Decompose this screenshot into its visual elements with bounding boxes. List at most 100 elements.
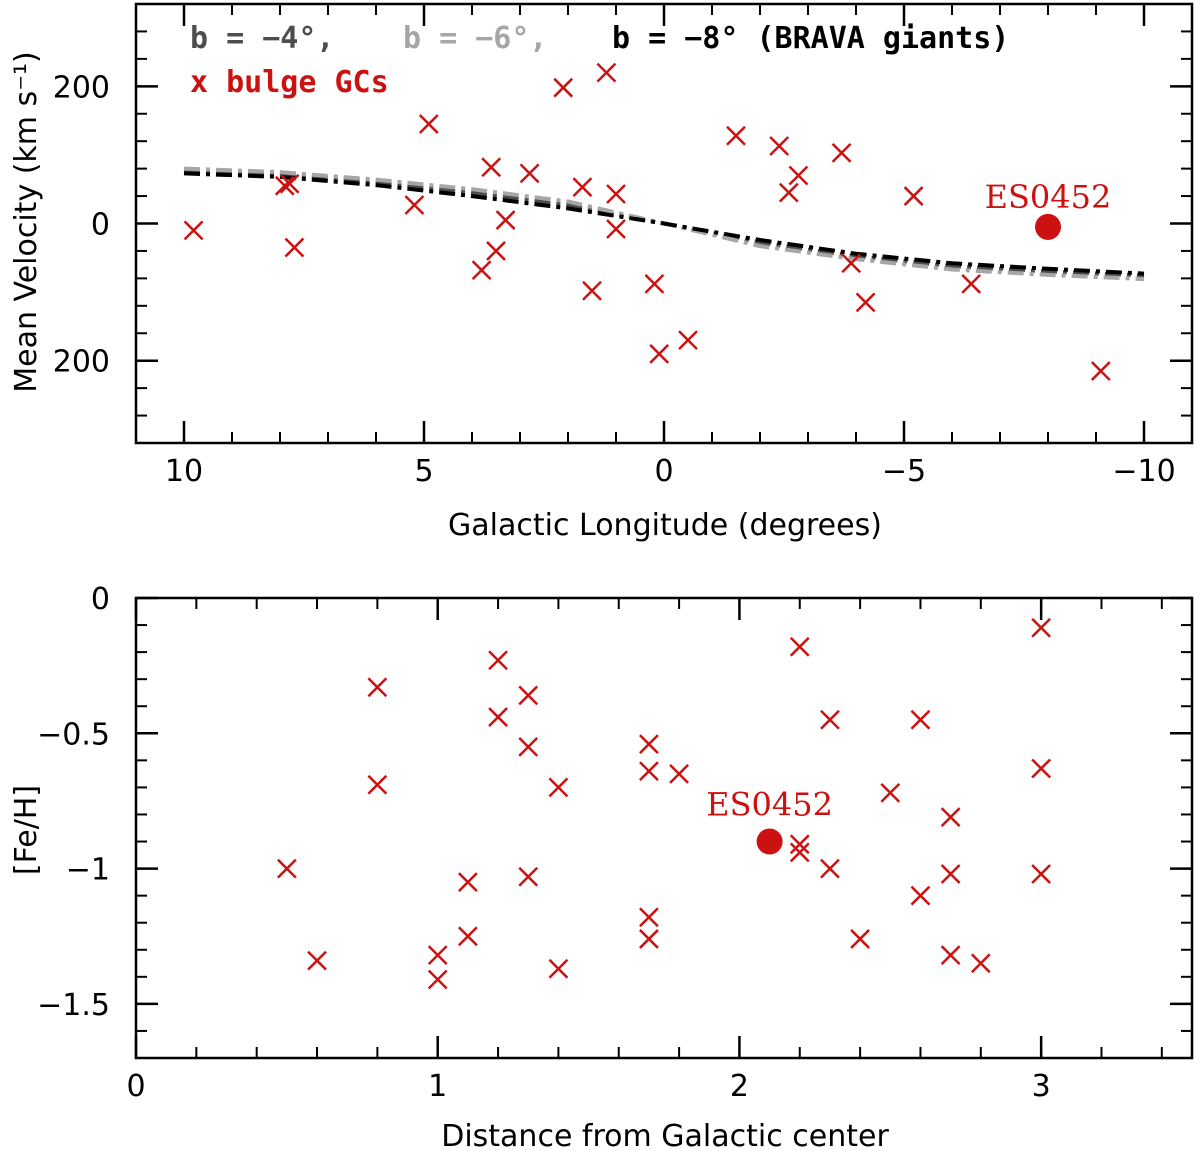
velocity-panel: 10 5 0 −5 −10 200 0 200 ES0452 Galactic Longitu… (9, 2, 1194, 543)
gc-marker (582, 280, 602, 301)
x-tick-label: −10 (1112, 454, 1175, 489)
legend-entry-b4: b = −4°, (190, 21, 335, 56)
metallicity-axis-ticks (134, 596, 1192, 1059)
gc-marker (458, 872, 478, 893)
gc-marker (404, 195, 425, 215)
series-line (183, 171, 1145, 276)
gc-marker (596, 62, 617, 83)
gc-marker (678, 330, 698, 350)
gc-marker (488, 707, 508, 727)
gc-marker (961, 273, 982, 294)
gc-marker (307, 950, 327, 971)
gc-marker (880, 782, 901, 803)
gc-marker (367, 774, 388, 795)
gc-marker (726, 125, 746, 146)
gc-marker (820, 858, 840, 879)
gc-marker (606, 184, 626, 204)
y-tick-label: 0 (91, 582, 110, 617)
gc-marker (820, 709, 840, 730)
gc-marker (903, 186, 924, 206)
gc-marker (495, 210, 516, 230)
gc-marker (789, 636, 810, 657)
es0452-marker (756, 828, 783, 855)
gc-marker (769, 136, 790, 156)
gc-marker (1031, 617, 1052, 638)
y-tick-label: 200 (53, 345, 110, 380)
gc-marker (649, 343, 670, 364)
metallicity-x-axis-label: Distance from Galactic center (441, 1119, 889, 1151)
velocity-x-axis-label: Galactic Longitude (degrees) (448, 508, 882, 543)
x-tick-label: 1 (428, 1069, 447, 1104)
y-tick-label: 200 (53, 70, 110, 105)
gc-marker (1090, 361, 1111, 381)
velocity-y-axis-label: Mean Velocity (km s⁻¹) (9, 51, 44, 393)
gc-marker (1031, 758, 1052, 779)
velocity-tick-labels: 10 5 0 −5 −10 200 0 200 (53, 70, 1176, 489)
gc-marker (548, 958, 569, 979)
legend-entry-b6: b = −6°, (403, 21, 548, 56)
x-tick-label: −5 (882, 454, 926, 489)
gc-marker (1031, 864, 1052, 884)
gc-marker (471, 260, 492, 281)
gc-marker (639, 734, 659, 755)
gc-marker (572, 177, 593, 198)
x-tick-label: 10 (165, 454, 203, 489)
gc-marker (789, 842, 810, 863)
gc-marker (639, 907, 659, 928)
gc-marker (910, 885, 931, 906)
metallicity-y-axis-label: [Fe/H] (9, 785, 44, 875)
legend-entry-bulge-gcs: x bulge GCs (190, 65, 389, 100)
gc-marker (606, 219, 626, 239)
gc-marker (367, 677, 388, 698)
gc-marker (669, 763, 689, 784)
es0452-label: ES0452 (985, 178, 1112, 216)
gc-marker (518, 685, 539, 706)
gc-marker (639, 761, 659, 782)
y-tick-label: −0.5 (37, 717, 110, 752)
x-tick-label: 0 (126, 1069, 145, 1104)
gc-marker (644, 273, 665, 294)
gc-marker (639, 929, 659, 949)
gc-marker (418, 114, 439, 134)
y-tick-label: −1 (66, 853, 110, 888)
gc-marker (940, 807, 961, 828)
gc-marker (284, 237, 305, 258)
gc-marker (831, 142, 852, 163)
gc-marker (427, 969, 448, 990)
gc-marker (274, 175, 295, 196)
gc-marker (481, 157, 502, 178)
gc-marker (778, 182, 799, 203)
x-tick-label: 2 (730, 1069, 749, 1104)
y-tick-label: −1.5 (37, 988, 110, 1023)
es0452-marker (1035, 213, 1061, 240)
metallicity-plot-frame (134, 596, 1194, 1060)
metallicity-annotations: ES0452 (706, 786, 833, 824)
velocity-annotations: ES0452 (985, 178, 1112, 216)
x-tick-label: 5 (414, 454, 433, 489)
gc-marker (553, 77, 574, 98)
gc-marker (183, 220, 204, 241)
metallicity-panel: 0 1 2 3 0 −0.5 −1 −1.5 ES0452 Distance from Gal… (9, 582, 1194, 1151)
x-tick-label: 3 (1032, 1069, 1051, 1104)
gc-marker (970, 953, 991, 974)
velocity-axis-ticks (135, 3, 1193, 444)
gc-marker (279, 173, 300, 194)
y-tick-label: 0 (91, 208, 110, 243)
gc-marker (940, 864, 961, 884)
gc-marker (841, 253, 862, 274)
gc-marker (548, 777, 569, 798)
gc-marker (427, 945, 448, 966)
gc-marker (850, 929, 870, 949)
gc-marker (789, 834, 810, 855)
x-tick-label: 0 (654, 454, 673, 489)
legend-entry-b8: b = −8° (BRAVA giants) (612, 21, 1009, 56)
gc-marker (488, 650, 508, 671)
es0452-label: ES0452 (706, 786, 833, 824)
gc-marker (518, 736, 539, 757)
metallicity-tick-labels: 0 1 2 3 0 −0.5 −1 −1.5 (37, 582, 1051, 1104)
gc-marker (940, 945, 961, 966)
gc-marker (910, 709, 931, 730)
gc-marker (458, 926, 478, 947)
gc-marker (519, 163, 540, 184)
